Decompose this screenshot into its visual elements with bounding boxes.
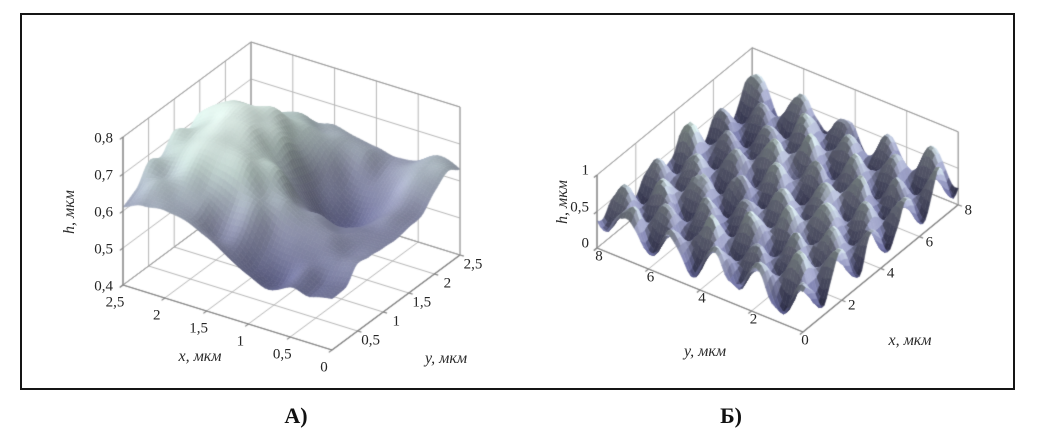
plot-a-y-axis-label: y, мкм <box>424 350 468 367</box>
plot-a-y-tick-1: 1 <box>392 313 400 330</box>
plot-a-z-tick-0,8: 0,8 <box>94 130 113 147</box>
plot-b-y-tick-0: 0 <box>801 332 809 349</box>
plot-b-y-tick-4: 4 <box>698 290 706 307</box>
plot-a-y-tick-2: 2 <box>443 275 452 292</box>
plot-b-y-tick-6: 6 <box>646 269 655 286</box>
plot-a-z-tick-0,4: 0,4 <box>94 278 113 295</box>
plot-b-x-tick-4: 4 <box>886 265 895 282</box>
plot-b-y-tick-8: 8 <box>595 248 603 265</box>
plot-b-x-tick-8: 8 <box>964 202 972 219</box>
plot-a-z-tick-0,6: 0,6 <box>94 204 113 221</box>
plot-a-x-tick-1: 1 <box>236 333 245 350</box>
plot-a-z-tick-0,7: 0,7 <box>94 167 113 184</box>
plot-b-z-tick-0,5: 0,5 <box>570 199 589 215</box>
plot-b-z-tick-1: 1 <box>581 162 590 179</box>
surface-plots-canvas <box>22 15 1013 388</box>
plot-b-y-axis-label: y, мкм <box>683 343 727 360</box>
plot-b-x-tick-6: 6 <box>925 234 934 251</box>
plot-b-y-tick-2: 2 <box>749 311 758 328</box>
plot-a-x-tick-0: 0 <box>320 359 328 376</box>
panel-b-caption: Б) <box>720 403 742 428</box>
plot-a-x-tick-1,5: 1,5 <box>189 320 208 337</box>
plot-b-x-axis-label: x, мкм <box>888 332 932 349</box>
plot-a-y-tick-1,5: 1,5 <box>412 294 432 311</box>
plot-b-z-tick-0: 0 <box>581 235 590 252</box>
plot-a-x-tick-0,5: 0,5 <box>272 346 292 363</box>
plot-a-y-tick-0,5: 0,5 <box>361 332 380 349</box>
panel-a-caption: А) <box>284 403 308 428</box>
plot-a-x-tick-2: 2 <box>153 307 161 324</box>
plot-a-y-tick-2,5: 2,5 <box>463 256 483 273</box>
plot-a-x-tick-2,5: 2,5 <box>105 294 125 311</box>
plot-a-z-tick-0,5: 0,5 <box>94 241 113 258</box>
figure-frame: h, мкм x, мкм y, мкм h, мкм y, мкм x, мк… <box>20 13 1015 390</box>
plot-a-x-axis-label: x, мкм <box>178 348 222 365</box>
plot-b-x-tick-2: 2 <box>848 297 856 314</box>
